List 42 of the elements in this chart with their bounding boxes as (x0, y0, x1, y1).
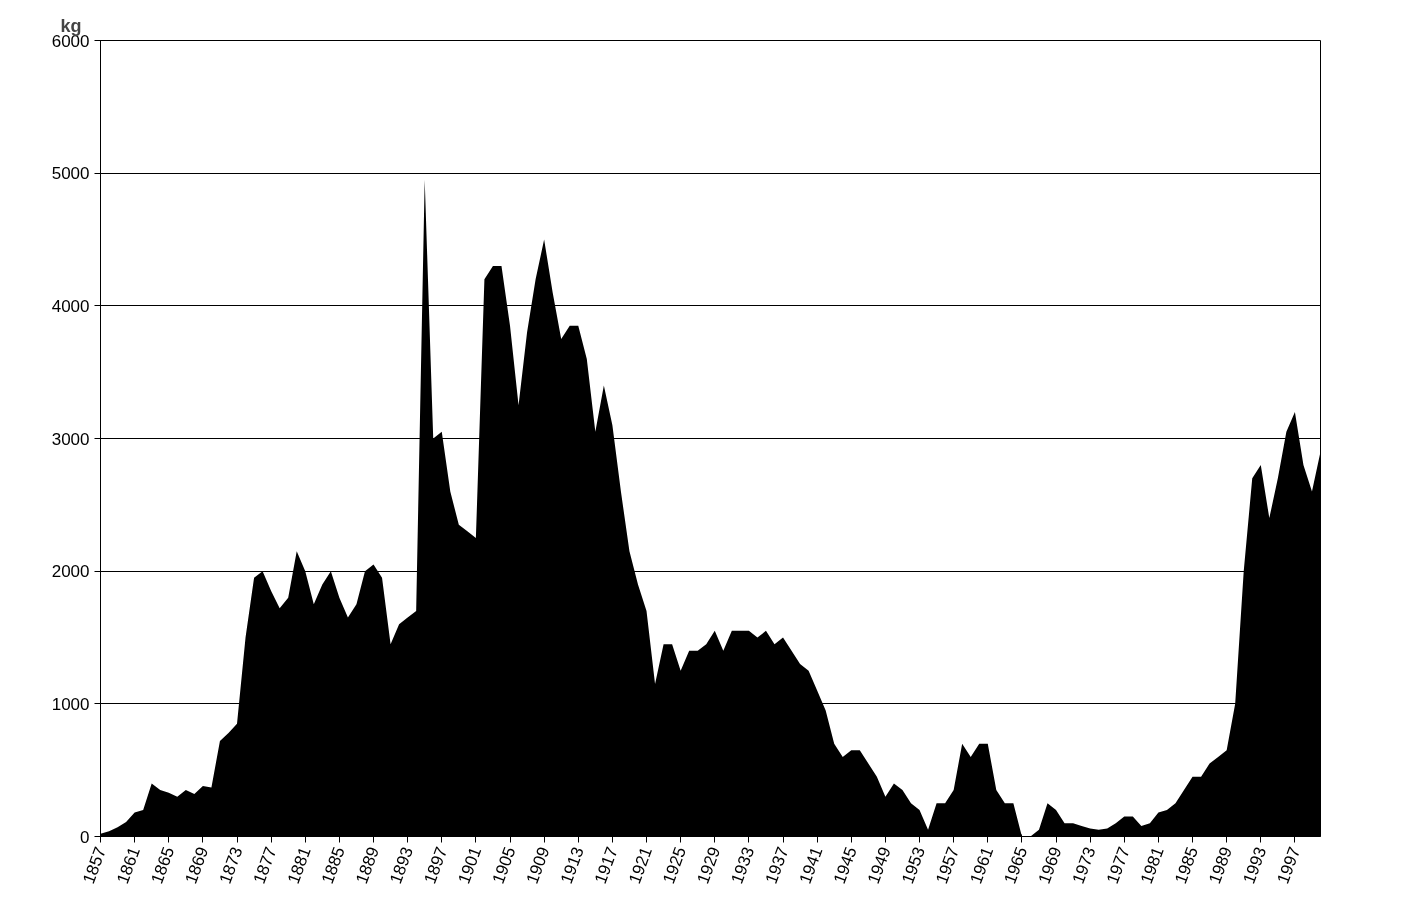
y-tick-label: 3000 (51, 429, 90, 449)
x-tick-label: 1909 (522, 844, 554, 887)
x-tick-label: 1865 (147, 844, 179, 887)
x-tick-label: 1933 (727, 844, 759, 887)
x-tick-label: 1965 (1000, 844, 1032, 887)
x-tick-label: 1941 (795, 844, 827, 887)
x-tick-label: 1917 (591, 844, 622, 887)
x-tick-label: 1993 (1239, 844, 1271, 887)
y-tick-label: 5000 (51, 164, 90, 184)
x-tick-label: 1885 (317, 844, 349, 887)
x-tick-label: 1973 (1068, 844, 1100, 887)
y-tick-label: 4000 (51, 296, 90, 316)
x-tick-label: 1857 (79, 844, 110, 887)
x-tick-label: 1889 (352, 844, 383, 887)
y-tick-label: 0 (80, 827, 90, 847)
x-tick-label: 1873 (215, 844, 247, 887)
x-tick-label: 1893 (386, 844, 418, 887)
x-tick-label: 1961 (966, 844, 998, 887)
x-tick-label: 1969 (1034, 844, 1066, 887)
x-tick-label: 1957 (932, 844, 964, 887)
x-tick-label: 1913 (556, 844, 588, 887)
x-tick-label: 1869 (181, 844, 213, 887)
x-tick-label: 1953 (898, 844, 929, 887)
x-tick-label: 1901 (454, 844, 486, 887)
y-tick-label: 1000 (51, 694, 90, 714)
x-tick-label: 1989 (1205, 844, 1237, 887)
x-tick-label: 1949 (864, 844, 895, 887)
x-tick-label: 1861 (113, 844, 145, 887)
x-tick-label: 1929 (693, 844, 725, 887)
x-tick-label: 1925 (659, 844, 691, 887)
x-tick-label: 1937 (761, 844, 793, 887)
x-tick-label: 1921 (625, 844, 656, 887)
x-tick-label: 1997 (1273, 844, 1305, 887)
x-tick-label: 1945 (829, 844, 861, 887)
x-tick-label: 1881 (283, 844, 315, 887)
x-tick-label: 1897 (420, 844, 452, 887)
x-tick-label: 1905 (488, 844, 520, 887)
x-tick-label: 1877 (249, 844, 281, 887)
x-tick-label: 1985 (1171, 844, 1202, 887)
x-tick-label: 1981 (1137, 844, 1168, 887)
x-tick-label: 1977 (1102, 844, 1134, 887)
y-tick-label: 2000 (51, 562, 90, 582)
